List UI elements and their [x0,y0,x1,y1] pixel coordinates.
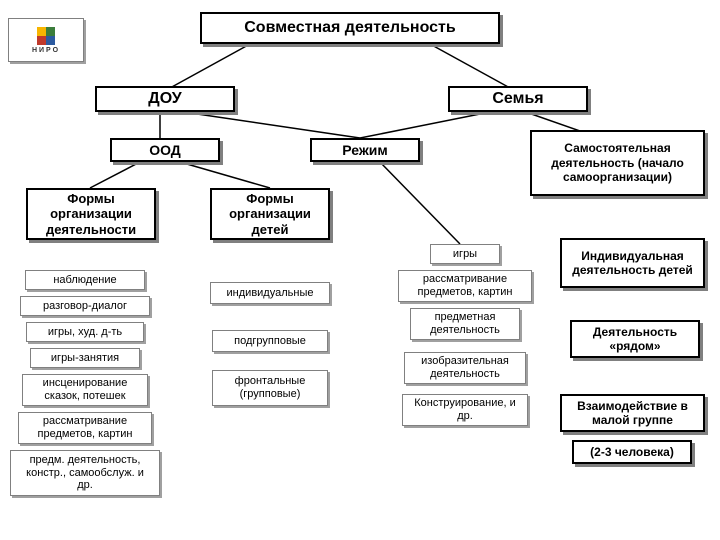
logo-label: НИРО [32,47,60,54]
col3-item: предметная деятельность [410,308,520,340]
col1-item: предм. деятельность, констр., самообслуж… [10,450,160,496]
col1-item: инсценирование сказок, потешек [22,374,148,406]
col3-item: изобразительная деятельность [404,352,526,384]
col4-item: Взаимодействие в малой группе [560,394,705,432]
logo: НИРО [8,18,84,62]
col1-item: игры, худ. д-ть [26,322,144,342]
col3-item: Конструирование, и др. [402,394,528,426]
logo-icon [37,27,55,45]
col2-item: подгрупповые [212,330,328,352]
col4-item: Деятельность «рядом» [570,320,700,358]
col3-item: рассматривание предметов, картин [398,270,532,302]
node-family: Семья [448,86,588,112]
col1-item: рассматривание предметов, картин [18,412,152,444]
title-box: Совместная деятельность [200,12,500,44]
col1-item: разговор-диалог [20,296,150,316]
node-ood: ООД [110,138,220,162]
node-forms-children: Формы организации детей [210,188,330,240]
node-regime: Режим [310,138,420,162]
node-forms-activity: Формы организации деятельности [26,188,156,240]
node-dou: ДОУ [95,86,235,112]
col4-item: (2-3 человека) [572,440,692,464]
col4-item: Индивидуальная деятельность детей [560,238,705,288]
col1-item: игры-занятия [30,348,140,368]
col1-item: наблюдение [25,270,145,290]
col3-item: игры [430,244,500,264]
col2-item: фронтальные (групповые) [212,370,328,406]
col2-item: индивидуальные [210,282,330,304]
node-self-activity: Самостоятельная деятельность (начало сам… [530,130,705,196]
